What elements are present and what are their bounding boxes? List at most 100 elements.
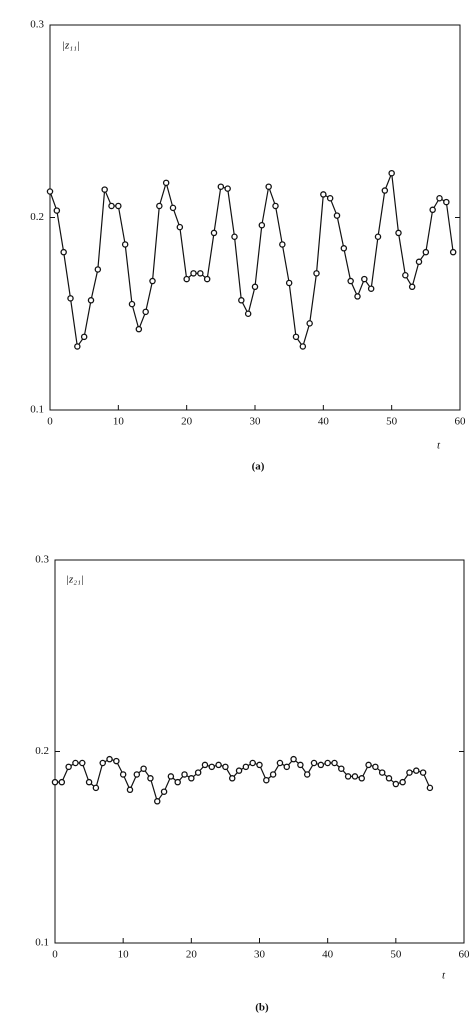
data-point <box>53 207 61 214</box>
data-point <box>285 279 293 287</box>
data-point <box>324 759 331 767</box>
data-point <box>272 202 279 210</box>
data-point <box>217 183 225 190</box>
data-point <box>188 775 195 782</box>
data-point <box>162 179 170 187</box>
data-point <box>317 761 325 769</box>
data-point <box>263 776 270 784</box>
data-point <box>374 233 382 240</box>
data-point <box>72 759 79 767</box>
data-point <box>99 759 106 767</box>
x-tick-label: 30 <box>250 416 262 428</box>
x-tick-label: 10 <box>113 416 125 428</box>
data-point <box>340 245 348 252</box>
data-point <box>269 771 277 778</box>
data-point <box>121 241 129 248</box>
y-tick-label: 0.1 <box>35 937 49 949</box>
caption: (b) <box>255 1002 269 1014</box>
data-point <box>310 759 318 767</box>
data-point <box>183 275 190 283</box>
data-point <box>197 270 204 277</box>
x-tick-label: 40 <box>318 416 330 428</box>
data-point <box>361 275 368 283</box>
data-point <box>74 343 81 350</box>
data-point <box>422 248 430 256</box>
data-point <box>115 202 122 210</box>
data-point <box>283 763 291 771</box>
y-axis-label: |z₂₁| <box>66 574 84 586</box>
data-point <box>244 310 252 317</box>
data-point <box>51 778 59 786</box>
data-point <box>169 204 177 212</box>
data-line <box>49 173 454 349</box>
data-point <box>228 775 236 782</box>
data-point <box>385 775 393 782</box>
data-point <box>87 297 95 304</box>
data-point <box>303 771 311 778</box>
data-point <box>290 755 297 763</box>
data-point <box>429 206 436 214</box>
data-point <box>92 784 100 792</box>
x-tick-label: 20 <box>181 416 193 428</box>
data-point <box>149 277 156 285</box>
data-point <box>156 202 163 210</box>
data-point <box>208 763 216 771</box>
data-point <box>299 343 307 350</box>
caption: (a) <box>252 461 265 473</box>
data-point <box>443 198 450 206</box>
data-point <box>222 763 229 771</box>
data-point <box>378 769 386 776</box>
data-point <box>142 308 149 316</box>
data-point <box>231 233 238 240</box>
data-point <box>60 248 67 256</box>
data-point <box>413 767 420 774</box>
data-point <box>85 778 93 786</box>
plot-frame <box>49 24 461 411</box>
data-point <box>167 773 175 780</box>
data-point <box>279 241 286 248</box>
data-point <box>395 229 402 237</box>
data-point <box>210 229 218 237</box>
data-point <box>201 761 209 769</box>
data-point <box>238 297 245 304</box>
data-point <box>113 757 120 765</box>
data-point <box>313 270 320 277</box>
y-tick-label: 0.2 <box>35 745 49 757</box>
data-point <box>147 775 154 782</box>
data-point <box>58 778 66 786</box>
data-point <box>372 763 379 771</box>
data-point <box>108 202 115 210</box>
data-point <box>292 333 300 341</box>
data-point <box>415 258 423 266</box>
data-point <box>140 765 147 772</box>
x-tick-label: 30 <box>254 949 266 961</box>
data-point <box>306 320 313 327</box>
data-point <box>408 283 416 291</box>
x-tick-label: 50 <box>390 949 402 961</box>
data-point <box>160 788 168 795</box>
data-point <box>399 778 406 786</box>
data-point <box>297 761 304 769</box>
x-tick-label: 0 <box>52 949 58 961</box>
data-point <box>67 295 74 302</box>
data-point <box>242 763 250 771</box>
data-point <box>392 780 400 788</box>
data-point <box>333 212 341 219</box>
x-tick-label: 50 <box>386 416 398 428</box>
data-point <box>224 185 231 192</box>
x-tick-label: 10 <box>118 949 130 961</box>
data-point <box>265 183 272 190</box>
data-point <box>331 759 338 767</box>
data-point <box>406 769 413 776</box>
data-point <box>153 798 161 805</box>
data-point <box>235 767 243 774</box>
data-point <box>106 755 113 763</box>
x-tick-label: 0 <box>47 416 53 428</box>
y-tick-label: 0.3 <box>35 554 49 566</box>
data-point <box>176 223 184 231</box>
data-point <box>358 775 365 782</box>
data-point <box>174 778 181 786</box>
data-point <box>128 300 136 308</box>
y-tick-label: 0.2 <box>30 211 44 223</box>
